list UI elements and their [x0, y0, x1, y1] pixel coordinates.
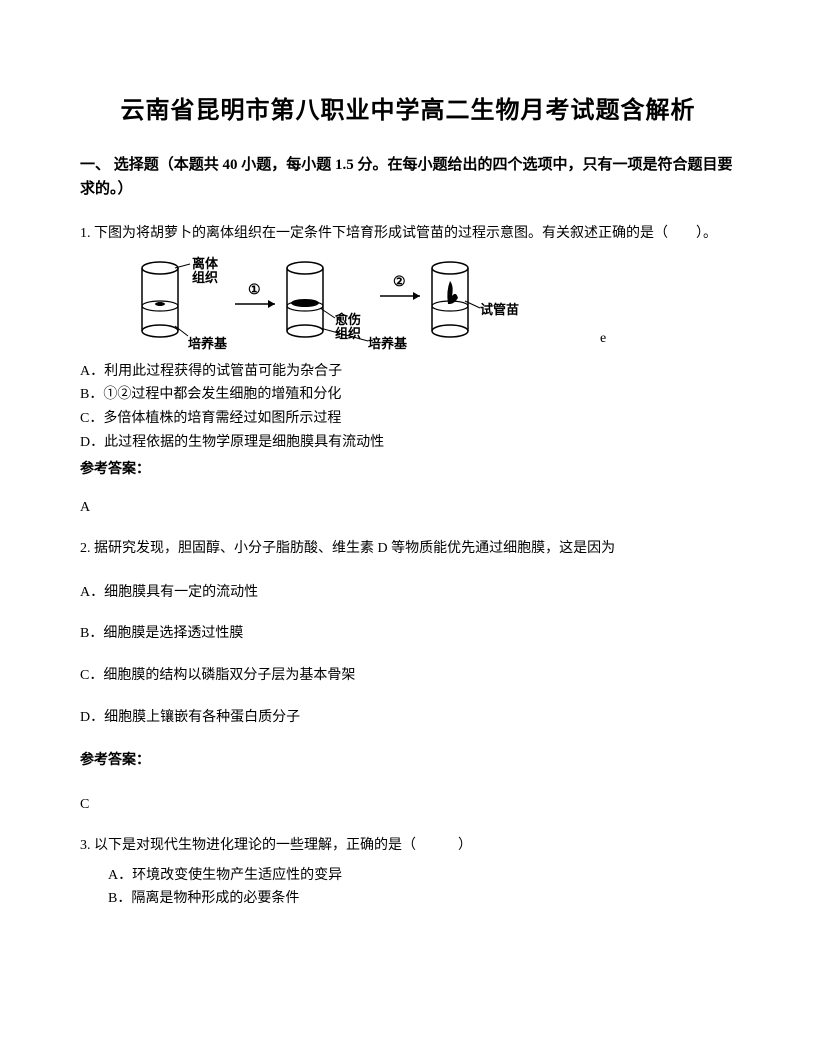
q2-answer-label: 参考答案： [80, 748, 736, 775]
q2-options: A．细胞膜具有一定的流动性 B．细胞膜是选择透过性膜 C．细胞膜的结构以磷脂双分… [80, 581, 736, 730]
q2-option-b: B．细胞膜是选择透过性膜 [80, 622, 736, 646]
page-title: 云南省昆明市第八职业中学高二生物月考试题含解析 [80, 90, 736, 125]
q1-text: 1. 下图为将胡萝卜的离体组织在一定条件下培育形成试管苗的过程示意图。有关叙述正… [80, 221, 736, 248]
q2-answer: C [80, 792, 736, 819]
q3-text: 3. 以下是对现代生物进化理论的一些理解，正确的是（ ） [80, 833, 736, 860]
question-1: 1. 下图为将胡萝卜的离体组织在一定条件下培育形成试管苗的过程示意图。有关叙述正… [80, 221, 736, 522]
q1-option-c: C．多倍体植株的培育需经过如图所示过程 [80, 407, 736, 431]
q2-text: 2. 据研究发现，胆固醇、小分子脂肪酸、维生素 D 等物质能优先通过细胞膜，这是… [80, 536, 736, 563]
q1-answer: A [80, 495, 736, 522]
q1-diagram-container: 离体 组织 培养基 ① 愈伤 组织 培养基 ② [130, 256, 736, 356]
svg-text:培养基: 培养基 [188, 336, 228, 351]
q1-options: A．利用此过程获得的试管苗可能为杂合子 B．①②过程中都会发生细胞的增殖和分化 … [80, 360, 736, 455]
svg-text:①: ① [248, 283, 261, 298]
section-header: 一、 选择题（本题共 40 小题，每小题 1.5 分。在每小题给出的四个选项中，… [80, 153, 736, 201]
q2-option-d: D．细胞膜上镶嵌有各种蛋白质分子 [80, 706, 736, 730]
svg-text:愈伤: 愈伤 [334, 312, 361, 327]
q3-option-b: B．隔离是物种形成的必要条件 [108, 887, 736, 911]
question-2: 2. 据研究发现，胆固醇、小分子脂肪酸、维生素 D 等物质能优先通过细胞膜，这是… [80, 536, 736, 819]
tissue-culture-diagram: 离体 组织 培养基 ① 愈伤 组织 培养基 ② [130, 256, 530, 356]
q1-option-b: B．①②过程中都会发生细胞的增殖和分化 [80, 383, 736, 407]
q3-option-a: A．环境改变使生物产生适应性的变异 [108, 864, 736, 888]
q3-options: A．环境改变使生物产生适应性的变异 B．隔离是物种形成的必要条件 [80, 864, 736, 912]
q2-option-c: C．细胞膜的结构以磷脂双分子层为基本骨架 [80, 664, 736, 688]
q1-option-a: A．利用此过程获得的试管苗可能为杂合子 [80, 360, 736, 384]
question-3: 3. 以下是对现代生物进化理论的一些理解，正确的是（ ） A．环境改变使生物产生… [80, 833, 736, 911]
q1-diagram-note: e [600, 326, 606, 353]
svg-text:培养基: 培养基 [368, 336, 408, 351]
svg-text:②: ② [393, 275, 406, 290]
svg-text:离体: 离体 [192, 256, 219, 271]
q1-option-d: D．此过程依据的生物学原理是细胞膜具有流动性 [80, 431, 736, 455]
svg-text:试管苗: 试管苗 [480, 302, 519, 317]
q1-answer-label: 参考答案： [80, 457, 736, 484]
svg-text:组织: 组织 [192, 270, 218, 285]
q2-option-a: A．细胞膜具有一定的流动性 [80, 581, 736, 605]
